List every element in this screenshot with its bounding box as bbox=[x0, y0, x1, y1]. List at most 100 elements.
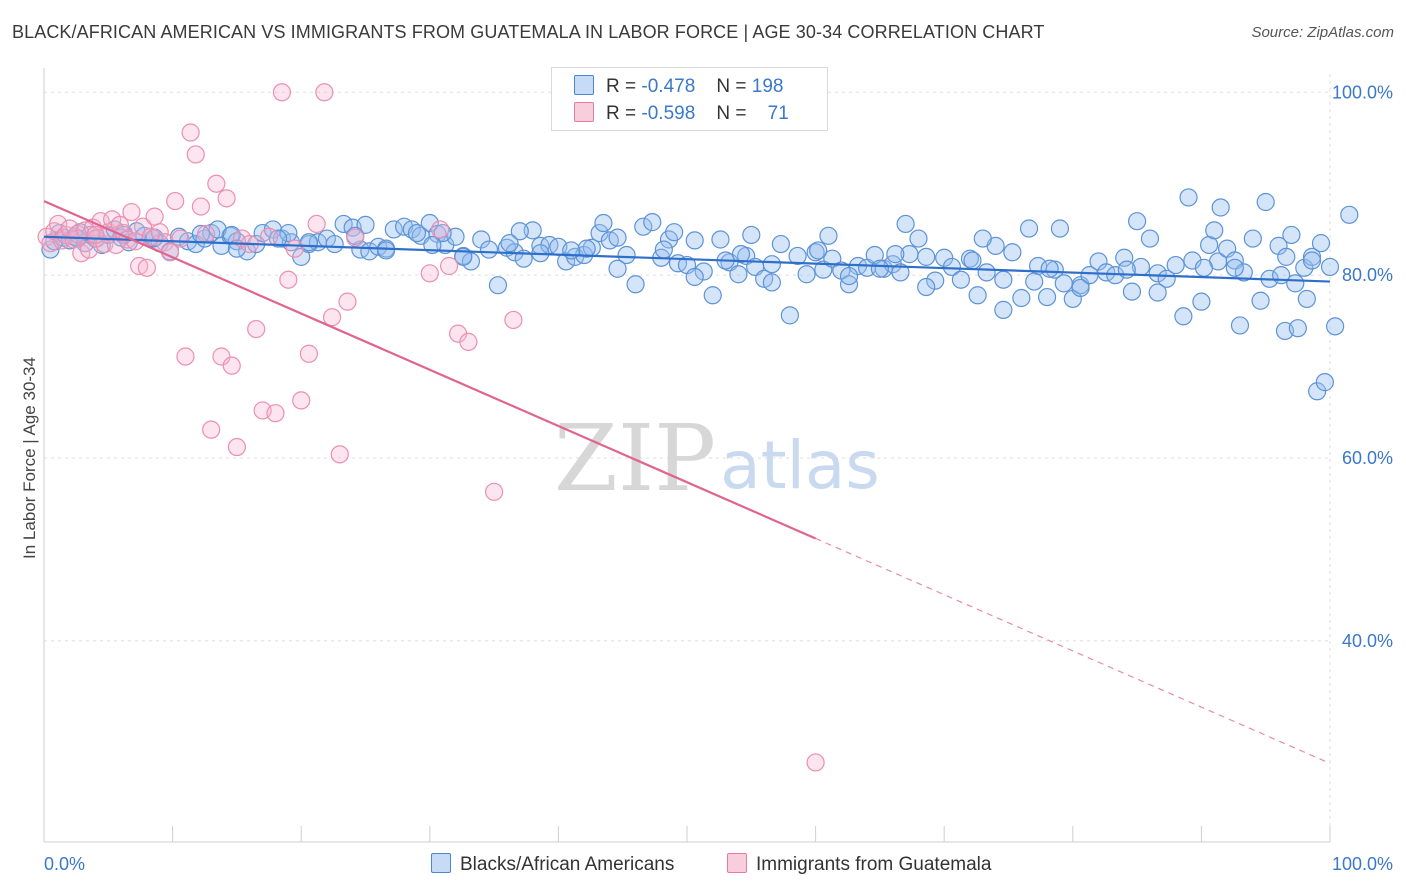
point-guatemala bbox=[315, 83, 334, 102]
point-blacks bbox=[917, 247, 936, 266]
point-blacks bbox=[279, 223, 298, 243]
point-blacks bbox=[968, 286, 987, 305]
point-blacks bbox=[208, 220, 227, 239]
point-blacks bbox=[1205, 221, 1224, 240]
point-blacks bbox=[731, 245, 751, 264]
y-tick-label: 80.0% bbox=[1342, 265, 1393, 285]
point-blacks bbox=[577, 239, 596, 258]
point-guatemala bbox=[266, 404, 285, 423]
point-blacks bbox=[994, 300, 1013, 319]
point-blacks bbox=[407, 223, 427, 243]
point-guatemala bbox=[196, 224, 216, 244]
point-blacks bbox=[1148, 264, 1167, 283]
point-blacks bbox=[1243, 229, 1262, 248]
r-label: R = bbox=[606, 76, 637, 97]
point-guatemala bbox=[338, 292, 357, 311]
y-tick-label: 60.0% bbox=[1342, 448, 1393, 468]
point-blacks bbox=[1234, 263, 1253, 282]
point-blacks bbox=[870, 259, 890, 278]
trend-line-blacks bbox=[43, 235, 1331, 283]
point-blacks bbox=[594, 213, 613, 233]
point-blacks bbox=[994, 270, 1013, 289]
point-blacks bbox=[694, 262, 713, 281]
point-blacks bbox=[608, 259, 627, 278]
point-blacks bbox=[1308, 382, 1327, 401]
y-axis-label: In Labor Force | Age 30-34 bbox=[20, 357, 39, 559]
point-blacks bbox=[1251, 291, 1270, 310]
point-blacks bbox=[634, 217, 653, 236]
point-blacks bbox=[1157, 269, 1176, 288]
point-blacks bbox=[685, 267, 704, 287]
point-blacks bbox=[729, 265, 748, 284]
point-blacks bbox=[1071, 278, 1090, 298]
point-blacks bbox=[1127, 212, 1147, 231]
point-guatemala bbox=[247, 319, 266, 339]
point-blacks bbox=[351, 240, 370, 259]
point-blacks bbox=[865, 245, 884, 265]
y-tick-label: 40.0% bbox=[1342, 631, 1393, 651]
point-blacks bbox=[617, 245, 636, 265]
point-guatemala bbox=[227, 437, 246, 457]
point-blacks bbox=[1148, 283, 1167, 302]
point-blacks bbox=[1256, 192, 1275, 212]
point-blacks bbox=[1302, 251, 1322, 270]
bottom-legend-label-blacks: Blacks/African Americans bbox=[460, 854, 675, 875]
point-blacks bbox=[963, 251, 982, 270]
point-guatemala bbox=[322, 308, 342, 327]
point-blacks bbox=[626, 275, 645, 294]
bottom-legend-guatemala: Immigrants from Guatemala bbox=[727, 853, 991, 876]
n-label: N = bbox=[716, 103, 747, 124]
point-guatemala bbox=[346, 228, 365, 247]
point-guatemala bbox=[459, 332, 478, 351]
point-guatemala bbox=[166, 191, 185, 211]
point-blacks bbox=[685, 231, 704, 250]
point-guatemala bbox=[504, 310, 523, 330]
point-blacks bbox=[1230, 316, 1250, 335]
point-guatemala bbox=[137, 258, 156, 277]
point-blacks bbox=[1025, 272, 1044, 291]
point-blacks bbox=[788, 246, 807, 266]
point-blacks bbox=[557, 252, 576, 271]
point-blacks bbox=[384, 220, 403, 239]
point-blacks bbox=[891, 263, 910, 282]
point-blacks bbox=[665, 223, 684, 242]
trend-line-guatemala bbox=[43, 200, 817, 540]
point-blacks bbox=[1115, 248, 1134, 267]
y-tick-label: 100.0% bbox=[1332, 82, 1393, 102]
point-blacks bbox=[1050, 219, 1070, 238]
point-blacks bbox=[1194, 258, 1214, 277]
point-guatemala bbox=[145, 207, 164, 226]
point-blacks bbox=[654, 240, 673, 259]
point-blacks bbox=[1315, 373, 1334, 392]
point-blacks bbox=[1166, 255, 1185, 275]
point-guatemala bbox=[133, 217, 153, 236]
point-blacks bbox=[977, 263, 996, 282]
point-guatemala bbox=[439, 256, 459, 276]
point-blacks bbox=[942, 257, 962, 277]
legend-swatch-blacks bbox=[574, 75, 594, 95]
point-blacks bbox=[917, 277, 936, 297]
point-guatemala bbox=[191, 197, 210, 216]
point-blacks bbox=[1326, 317, 1345, 336]
point-guatemala bbox=[430, 220, 450, 239]
r-label: R = bbox=[606, 103, 637, 124]
point-blacks bbox=[973, 229, 992, 248]
point-blacks bbox=[1037, 287, 1057, 307]
point-blacks bbox=[762, 255, 781, 274]
point-blacks bbox=[1311, 234, 1331, 253]
point-blacks bbox=[711, 230, 730, 249]
point-blacks bbox=[819, 226, 838, 245]
point-blacks bbox=[896, 214, 915, 234]
point-blacks bbox=[1320, 257, 1340, 277]
point-blacks bbox=[334, 214, 353, 234]
point-guatemala bbox=[186, 145, 205, 164]
point-blacks bbox=[1140, 229, 1160, 248]
point-blacks bbox=[325, 234, 344, 254]
point-blacks bbox=[1211, 198, 1230, 217]
legend-row-guatemala: R = -0.598 N = 71 bbox=[574, 102, 789, 126]
point-blacks bbox=[510, 222, 529, 241]
point-guatemala bbox=[299, 344, 319, 363]
point-blacks bbox=[1012, 288, 1031, 308]
n-label: N = bbox=[716, 76, 747, 97]
